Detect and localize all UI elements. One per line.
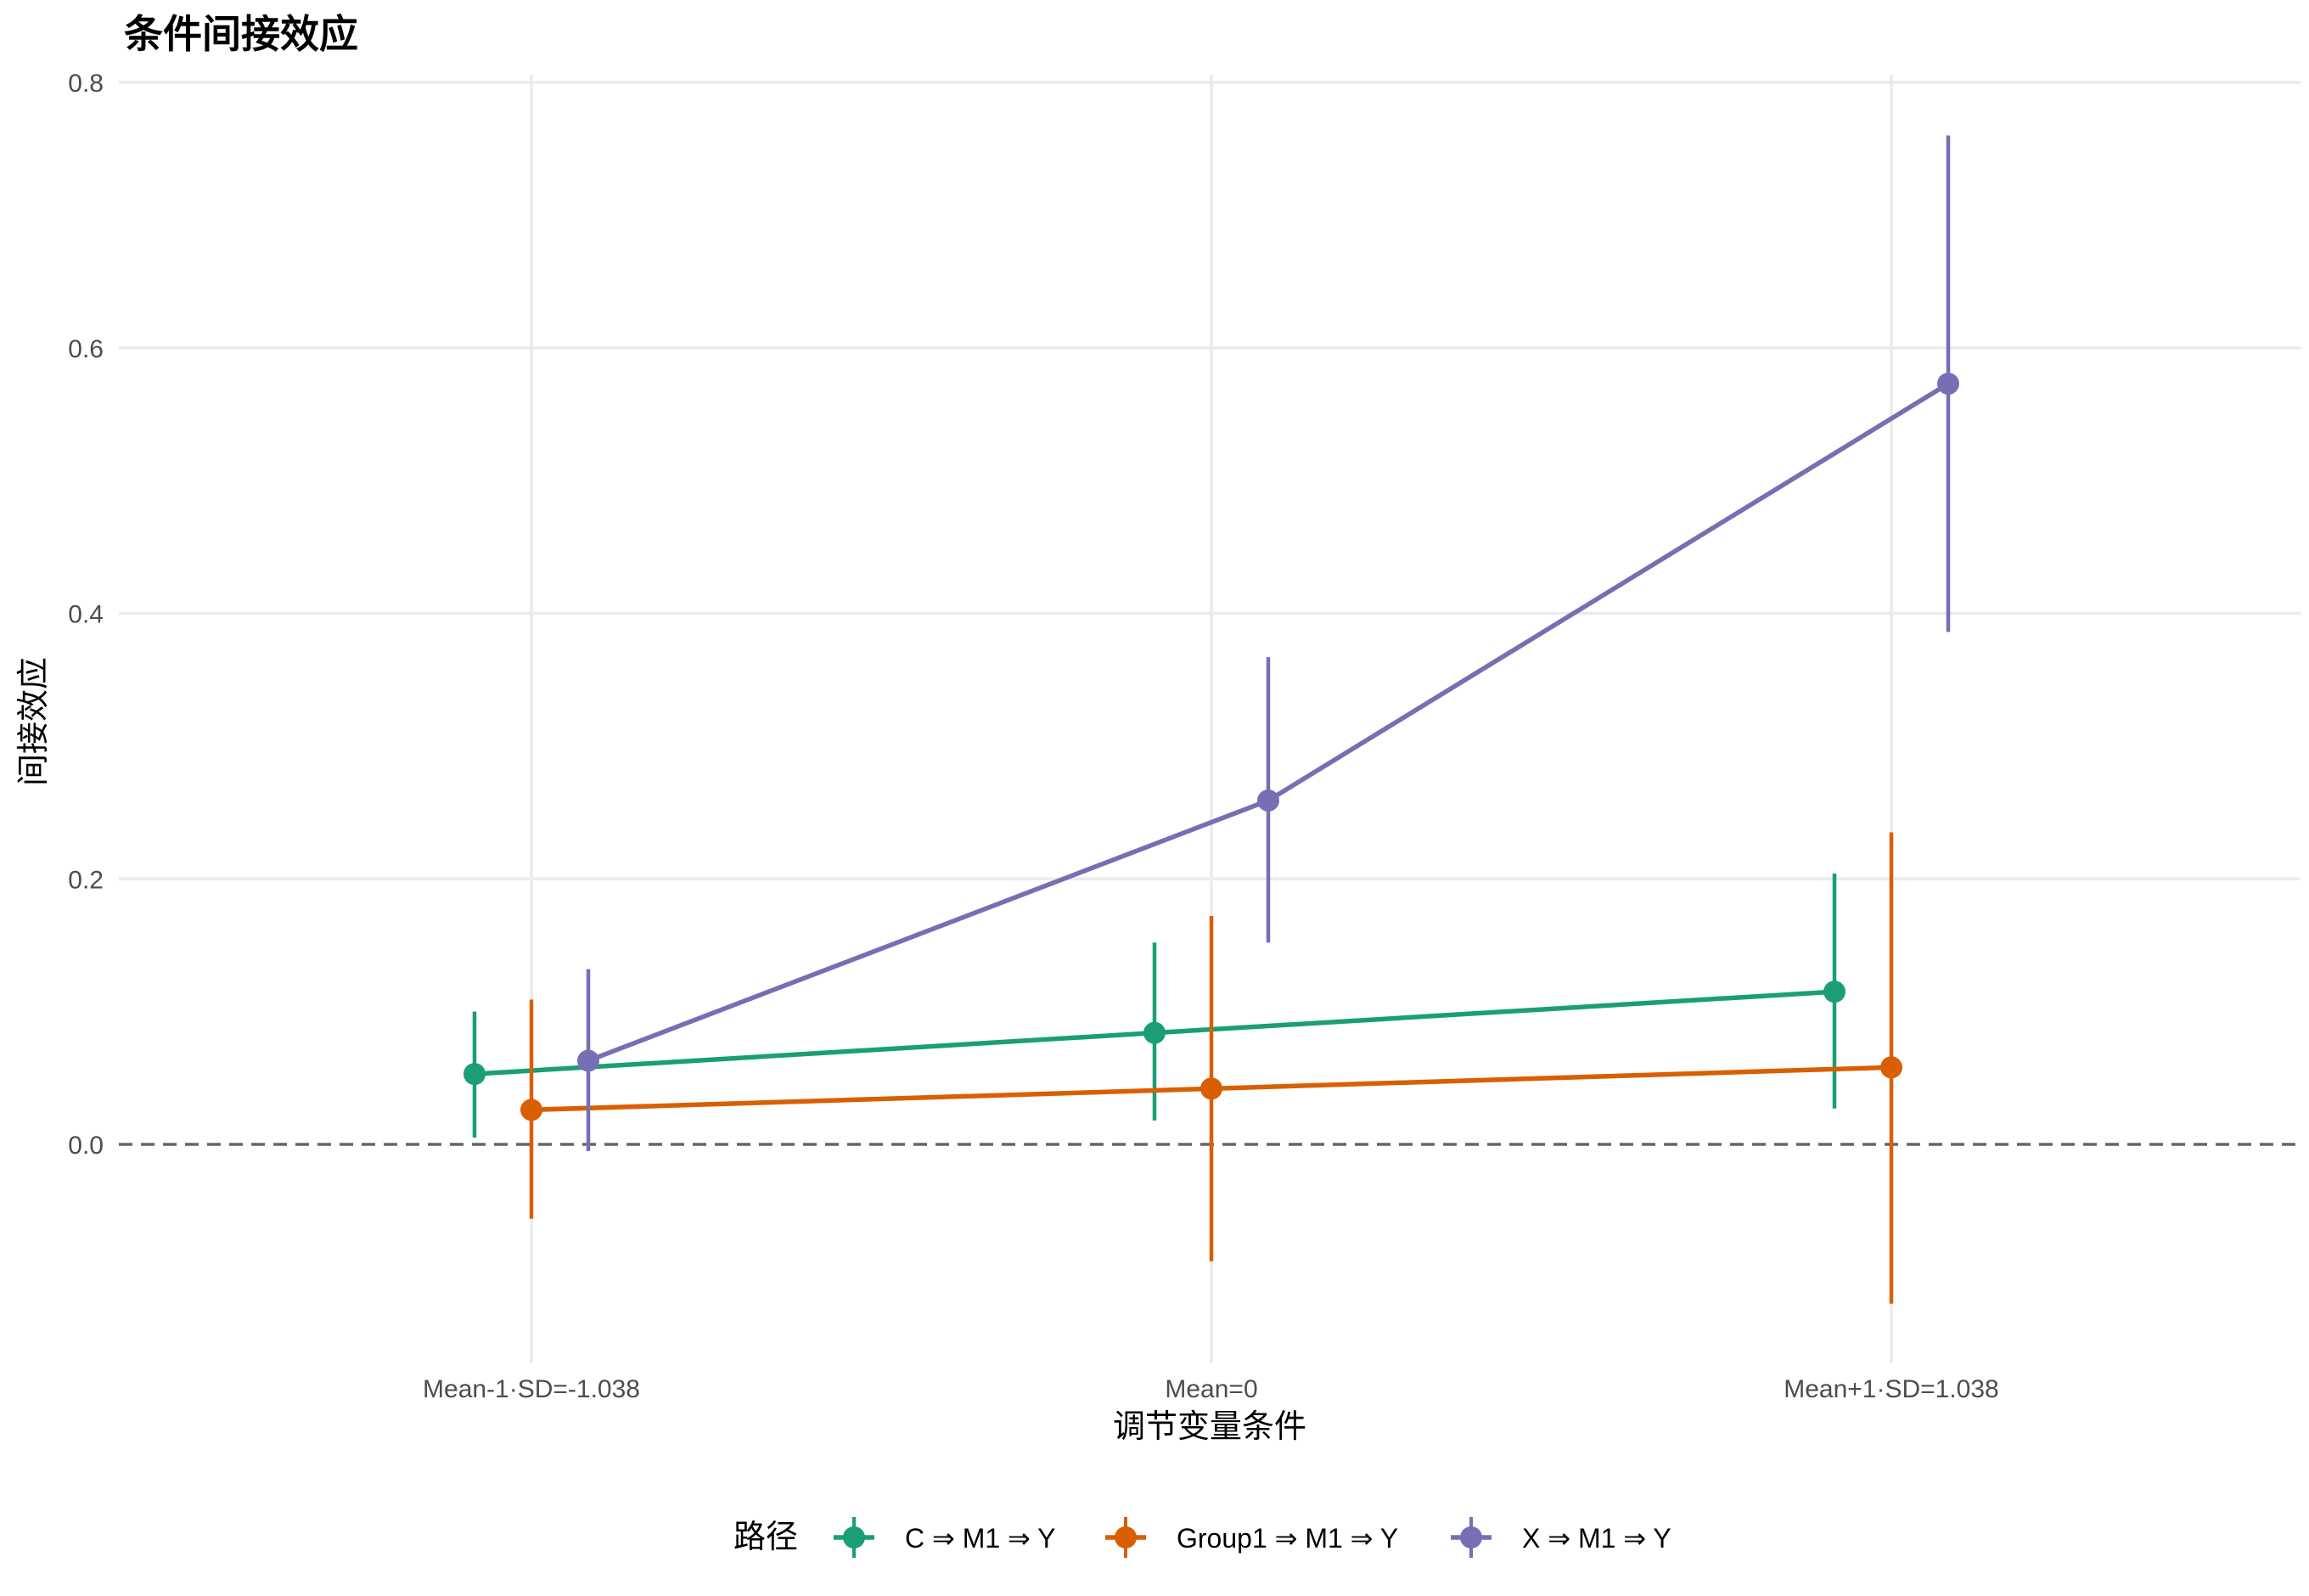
series-group [463, 873, 1846, 1138]
data-point [1880, 1056, 1902, 1079]
series-group [577, 135, 1959, 1151]
data-point [1823, 981, 1846, 1003]
legend-label: X ⇒ M1 ⇒ Y [1522, 1523, 1671, 1554]
x-axis-ticks: Mean-1·SD=-1.038 Mean=0 Mean+1·SD=1.038 [423, 1375, 1999, 1403]
data-point [1143, 1021, 1166, 1044]
legend-item: Group1 ⇒ M1 ⇒ Y [1105, 1517, 1398, 1558]
y-tick-label: 0.8 [68, 70, 104, 98]
legend: 路径 C ⇒ M1 ⇒ Y Group1 ⇒ M1 ⇒ Y X ⇒ M1 ⇒ Y [733, 1517, 1671, 1558]
legend-label: C ⇒ M1 ⇒ Y [905, 1523, 1056, 1554]
legend-item: C ⇒ M1 ⇒ Y [834, 1517, 1056, 1558]
data-point [577, 1049, 599, 1072]
y-tick-label: 0.2 [68, 866, 104, 894]
grid [119, 75, 2301, 1363]
data-point [1200, 1077, 1222, 1100]
legend-key-point [843, 1526, 865, 1548]
x-axis-title: 调节变量条件 [1113, 1408, 1306, 1445]
x-tick-label: Mean+1·SD=1.038 [1784, 1375, 1999, 1403]
series-group [520, 832, 1902, 1304]
legend-key-point [1115, 1526, 1137, 1548]
legend-item: X ⇒ M1 ⇒ Y [1451, 1517, 1671, 1558]
y-axis-ticks: 0.0 0.2 0.4 0.6 0.8 [68, 70, 104, 1160]
data-point [520, 1099, 542, 1121]
y-tick-label: 0.6 [68, 335, 104, 363]
x-tick-label: Mean-1·SD=-1.038 [423, 1375, 640, 1403]
chart-title: 条件间接效应 [124, 11, 358, 57]
x-tick-label: Mean=0 [1165, 1375, 1257, 1403]
y-tick-label: 0.0 [68, 1132, 104, 1160]
legend-label: Group1 ⇒ M1 ⇒ Y [1177, 1523, 1398, 1554]
legend-key-point [1460, 1526, 1482, 1548]
y-axis-title: 间接效应 [14, 657, 52, 786]
data-point [1937, 372, 1959, 395]
data-point [1257, 789, 1279, 812]
y-tick-label: 0.4 [68, 601, 104, 629]
legend-title: 路径 [733, 1518, 798, 1555]
plot-marks [463, 135, 1959, 1304]
data-point [463, 1063, 486, 1086]
